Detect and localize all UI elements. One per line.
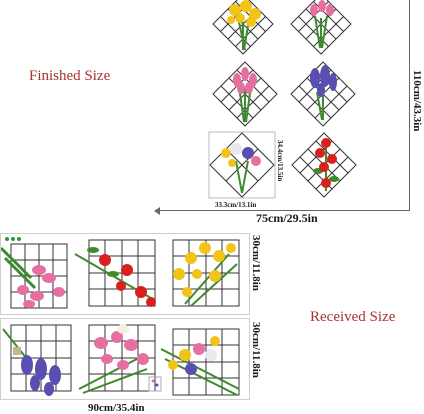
received-sheet-bottom — [0, 318, 250, 400]
finished-tile-red — [290, 131, 358, 199]
tile-width-label: 33.3cm/13.1in — [215, 201, 257, 209]
finished-tile-purple — [289, 60, 357, 128]
width-total-label: 75cm/29.5in — [256, 211, 318, 225]
sheet-width-label: 90cm/35.4in — [88, 402, 145, 414]
finished-tile-pink-middle — [211, 60, 279, 128]
sheet-height-top-label: 30cm/11.8in — [250, 235, 262, 291]
width-dimension-line — [156, 210, 410, 211]
finished-size-label: Finished Size — [29, 68, 111, 84]
received-sheet-top — [0, 233, 250, 315]
arrow-left-icon — [154, 207, 160, 215]
height-total-label: 110cm/43.3in — [411, 70, 423, 132]
finished-tile-yellow — [211, 0, 275, 56]
finished-tile-mixed — [208, 131, 276, 199]
finished-tile-pink-top — [289, 0, 353, 56]
sheet-height-bottom-label: 30cm/11.8in — [250, 322, 262, 378]
tile-height-label: 34.4cm/13.5in — [276, 140, 284, 182]
received-size-label: Received Size — [310, 309, 396, 325]
height-dimension-line — [409, 0, 410, 211]
